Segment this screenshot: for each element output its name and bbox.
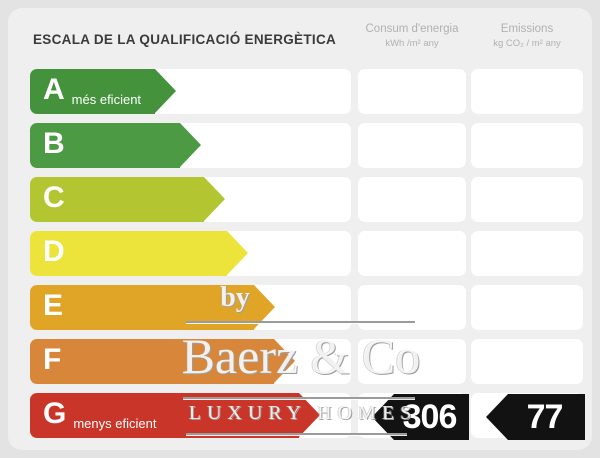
rating-letter-E: E: [43, 289, 64, 322]
scale-row-E: E: [8, 285, 592, 330]
consum-column-unit: kWh /m² any: [385, 38, 439, 49]
rating-note: més eficient: [71, 92, 142, 107]
emissions-cell-E: [471, 285, 583, 330]
emissions-cell-B: [471, 123, 583, 168]
consum-cell-F: [358, 339, 466, 384]
scale-row-D: D: [8, 231, 592, 276]
rating-bar-D: D: [30, 231, 248, 276]
rating-bar-body: D: [30, 231, 227, 276]
consum-column-header: Consum d'energia kWh /m² any: [358, 23, 466, 49]
rating-bar-arrow-tip: [155, 69, 176, 113]
rating-bar-E: E: [30, 285, 275, 330]
rating-bar-arrow-tip: [227, 231, 248, 275]
rating-note: menys eficient: [73, 416, 157, 431]
rating-bar-arrow-tip: [180, 123, 201, 167]
scale-row-C: C: [8, 177, 592, 222]
emissions-value: 77: [526, 397, 564, 436]
rating-bar-F: F: [30, 339, 295, 384]
rating-bar-body: E: [30, 285, 254, 330]
energy-certificate-card: ESCALA DE LA QUALIFICACIÓ ENERGÈTICA Con…: [8, 8, 592, 450]
emissions-column-header: Emissions kg CO₂ / m² any: [471, 23, 583, 49]
rating-letter-F: F: [43, 343, 62, 376]
page-title: ESCALA DE LA QUALIFICACIÓ ENERGÈTICA: [33, 32, 337, 47]
rating-letter-C: C: [43, 181, 65, 214]
consum-cell-A: [358, 69, 466, 114]
rating-bar-B: B: [30, 123, 201, 168]
rating-bar-C: C: [30, 177, 225, 222]
rating-bar-body: F: [30, 339, 274, 384]
rating-bar-arrow-tip: [274, 339, 295, 383]
scale-row-F: F: [8, 339, 592, 384]
scale-row-B: B: [8, 123, 592, 168]
rating-bar-arrow-tip: [254, 285, 275, 329]
emissions-column-unit: kg CO₂ / m² any: [493, 38, 561, 49]
emissions-value-arrow: 77: [486, 394, 585, 440]
consum-cell-D: [358, 231, 466, 276]
consum-cell-E: [358, 285, 466, 330]
consum-cell-C: [358, 177, 466, 222]
consum-value: 306: [402, 397, 458, 436]
emissions-cell-D: [471, 231, 583, 276]
emissions-cell-C: [471, 177, 583, 222]
rating-bar-body: B: [30, 123, 180, 168]
rating-letter-G: G: [43, 397, 67, 430]
consum-cell-B: [358, 123, 466, 168]
rating-bar-arrow-tip: [204, 177, 225, 221]
rating-bar-arrow-tip: [299, 393, 320, 437]
rating-bar-body: C: [30, 177, 204, 222]
rating-letter-A: A: [43, 73, 65, 106]
consum-value-arrow: 306: [372, 394, 469, 440]
rating-letter-D: D: [43, 235, 65, 268]
consum-column-label: Consum d'energia: [365, 23, 459, 35]
emissions-column-label: Emissions: [500, 23, 554, 35]
emissions-cell-A: [471, 69, 583, 114]
rating-letter-B: B: [43, 127, 65, 160]
emissions-cell-F: [471, 339, 583, 384]
